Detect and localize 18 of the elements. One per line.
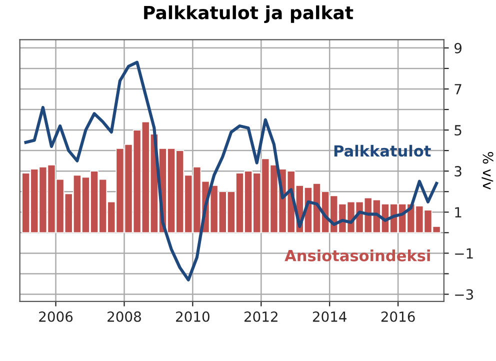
y-tick-label: 7	[454, 84, 462, 94]
line-series	[24, 60, 438, 282]
x-tick-label: 2016	[381, 311, 415, 322]
x-tick-label: 2006	[39, 311, 73, 322]
y-tick-label: −1	[455, 248, 473, 258]
y-tick-label: 9	[454, 42, 462, 54]
series-label: Ansiotasoindeksi	[284, 250, 430, 262]
y-tick-label: 3	[454, 166, 462, 177]
y-tick-label: 5	[454, 125, 462, 136]
x-tick-label: 2012	[244, 311, 278, 322]
chart-title: Palkkatulot ja palkat	[144, 5, 354, 24]
series-label: Palkkatulot	[334, 144, 431, 157]
y-axis-title: % v/v	[482, 152, 494, 190]
x-tick-label: 2014	[312, 311, 346, 322]
y-tick-label: 1	[455, 207, 462, 218]
y-tick-label: −3	[455, 289, 474, 300]
x-tick-label: 2008	[108, 311, 141, 322]
x-tick-label: 2010	[176, 311, 210, 322]
